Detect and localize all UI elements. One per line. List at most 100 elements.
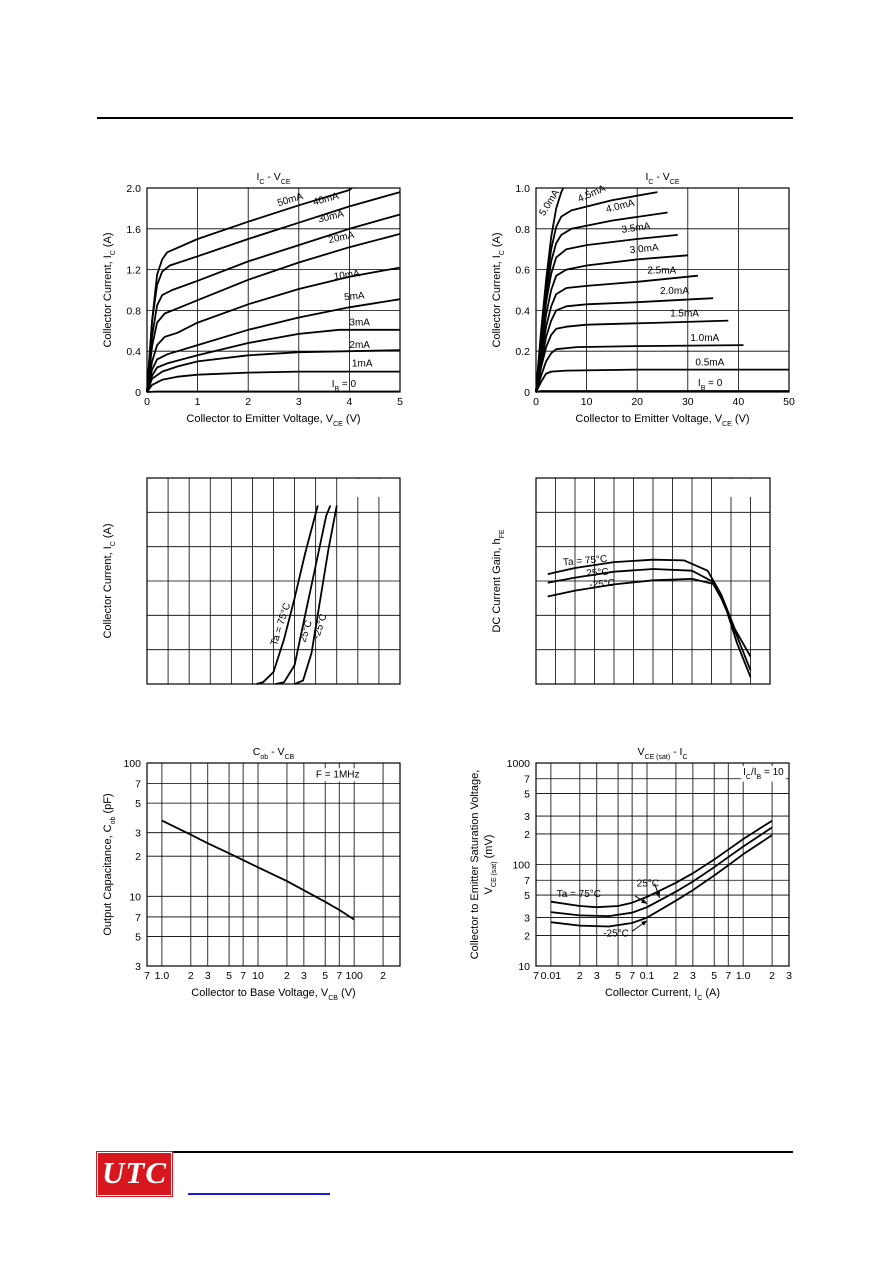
x-tick-label: 7 — [144, 970, 150, 982]
hfe-ic-annotation-1: 25°C — [586, 567, 609, 580]
x-tick-label: 5 — [711, 970, 717, 982]
ic-vce-high-xlabel: Collector to Emitter Voltage, VCE (V) — [575, 413, 749, 428]
ic-vce-low-series-7 — [146, 349, 401, 393]
y-tick-label: 1.2 — [126, 265, 141, 277]
ic-vce-low-series-2 — [146, 213, 401, 393]
ic-vbe-ylabel: Collector Current, IC (A) — [102, 523, 117, 638]
ic-vce-low-annotation-5: 5mA — [344, 290, 366, 303]
x-tick-label: 100 — [345, 970, 363, 982]
ic-vce-low-series-9 — [146, 390, 400, 393]
y-tick-label: 3 — [135, 828, 141, 840]
ic-vce-high-annotation-10: IB = 0 — [698, 378, 723, 392]
x-tick-label: 2 — [577, 970, 583, 982]
ic-vce-high-series-5 — [535, 274, 698, 393]
ic-vce-high-series-10 — [535, 390, 789, 393]
y-tick-label: 2.0 — [126, 183, 141, 195]
hfe-ic-ylabel: DC Current Gain, hFE — [491, 529, 506, 632]
cob-vcb-series-0 — [161, 819, 355, 921]
vcesat-ic-annotation-3: IC/IB = 10 — [743, 767, 784, 781]
ic-vbe-series-2 — [294, 505, 338, 685]
vcesat-ic-arrowhead-1 — [655, 891, 660, 898]
y-tick-label: 0.4 — [126, 346, 141, 358]
x-tick-label: 20 — [631, 396, 643, 408]
cob-vcb-annotation-0: F = 1MHz — [316, 769, 360, 780]
y-tick-label: 0.4 — [515, 305, 530, 317]
y-tick-label: 7 — [135, 779, 141, 791]
x-tick-label: 7 — [629, 970, 635, 982]
hfe-ic-label-box — [723, 479, 761, 497]
footer-link[interactable] — [188, 1193, 330, 1195]
ic-vbe-annotation-2: -25°C — [311, 612, 329, 640]
ic-vce-low-annotation-8: 1mA — [352, 359, 373, 370]
y-tick-label: 1000 — [507, 758, 531, 770]
ic-vce-low-series-4 — [146, 266, 401, 393]
hfe-ic-annotation-0: Ta = 75°C — [563, 554, 608, 569]
y-tick-label: 0 — [135, 387, 141, 399]
hfe-ic-plot-frame — [535, 477, 771, 685]
y-tick-label: 3 — [135, 961, 141, 973]
x-tick-label: 3 — [296, 396, 302, 408]
x-tick-label: 7 — [240, 970, 246, 982]
y-tick-label: 0.8 — [515, 224, 530, 236]
y-tick-label: 100 — [123, 758, 141, 770]
y-tick-label: 10 — [129, 891, 141, 903]
x-tick-label: 10 — [252, 970, 264, 982]
cob-vcb-grid — [146, 762, 401, 967]
ic-vce-low-annotation-4: 10mA — [333, 268, 361, 283]
x-tick-label: 2 — [673, 970, 679, 982]
x-tick-label: 7 — [533, 970, 539, 982]
ic-vbe-series-1 — [275, 505, 332, 685]
x-tick-label: 0 — [144, 396, 150, 408]
ic-vce-low-title: IC - VCE — [256, 171, 290, 186]
ic-vce-high-series-3 — [535, 234, 678, 393]
vcesat-ic-xlabel: Collector Current, IC (A) — [605, 987, 720, 1002]
vcesat-ic-ylabel-line-1: VCE (sat) (mV) — [483, 835, 498, 895]
hfe-ic-series-1 — [547, 568, 752, 671]
y-tick-label: 3 — [524, 913, 530, 925]
ic-vce-low-annotation-6: 3mA — [349, 318, 370, 329]
hfe-ic-series-2 — [547, 578, 752, 678]
ic-vce-high-series-6 — [535, 297, 714, 393]
utc-logo-text: UTC — [102, 1155, 167, 1190]
x-tick-label: 1 — [195, 396, 201, 408]
x-tick-label: 1.0 — [736, 970, 751, 982]
ic-vce-high-annotation-3: 3.5mA — [621, 221, 651, 236]
x-tick-label: 30 — [682, 396, 694, 408]
vcesat-ic-series-0 — [550, 819, 773, 909]
ic-vce-low-series-8 — [146, 370, 400, 393]
y-tick-label: 7 — [524, 875, 530, 887]
ic-vce-low-annotation-9: IB = 0 — [332, 379, 357, 393]
y-tick-label: 1.6 — [126, 224, 141, 236]
x-tick-label: 10 — [581, 396, 593, 408]
vcesat-ic-arrowhead-2 — [641, 920, 648, 926]
y-tick-label: 2 — [524, 829, 530, 841]
y-tick-label: 5 — [524, 890, 530, 902]
y-tick-label: 2 — [135, 851, 141, 863]
y-tick-label: 3 — [524, 811, 530, 823]
ic-vce-low-annotation-3: 20mA — [327, 230, 355, 246]
vcesat-ic-series-2 — [550, 834, 773, 928]
vcesat-ic-plot-frame — [535, 762, 790, 967]
y-tick-label: 5 — [135, 931, 141, 943]
annotation-backing — [741, 766, 787, 782]
y-tick-label: 2 — [524, 930, 530, 942]
vcesat-ic-annotation-2: -25°C — [603, 929, 629, 940]
x-tick-label: 50 — [783, 396, 795, 408]
ic-vce-high-series-4 — [535, 254, 688, 393]
ic-vce-high-series-7 — [535, 319, 729, 393]
vcesat-ic-annotation-1: 25°C — [637, 878, 659, 889]
ic-vce-high-series-8 — [535, 344, 744, 393]
ic-vce-high-annotation-8: 1.0mA — [690, 333, 719, 344]
x-tick-label: 2 — [245, 396, 251, 408]
ic-vce-high-annotation-6: 2.0mA — [660, 286, 689, 297]
x-tick-label: 7 — [336, 970, 342, 982]
x-tick-label: 40 — [733, 396, 745, 408]
ic-vce-high-title: IC - VCE — [645, 171, 679, 186]
x-tick-label: 0.1 — [640, 970, 655, 982]
y-tick-label: 0.6 — [515, 265, 530, 277]
x-tick-label: 0 — [533, 396, 539, 408]
